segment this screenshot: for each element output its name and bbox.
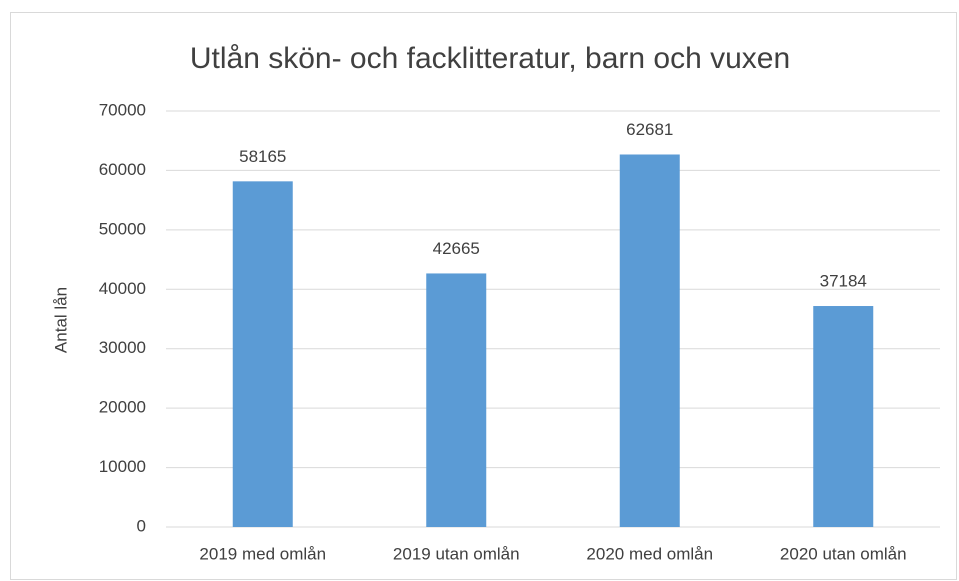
x-tick-label: 2019 med omlån [199,544,326,563]
bar [426,273,487,527]
bar [619,154,680,527]
bar [232,181,293,527]
data-label: 62681 [626,120,673,139]
x-tick-label: 2019 utan omlån [393,544,520,563]
y-tick-label: 20000 [99,398,146,417]
x-tick-label: 2020 utan omlån [780,544,907,563]
chart-title: Utlån skön- och facklitteratur, barn och… [190,42,790,75]
data-label: 37184 [820,272,867,291]
y-tick-label: 30000 [99,338,146,357]
y-tick-label: 10000 [99,457,146,476]
y-tick-label: 40000 [99,279,146,298]
data-label: 58165 [239,147,286,166]
x-tick-label: 2020 med omlån [586,544,713,563]
y-tick-label: 50000 [99,219,146,238]
bar [813,306,874,527]
y-axis-label: Antal lån [51,287,70,353]
y-tick-label: 0 [137,516,146,535]
data-label: 42665 [433,239,480,258]
y-tick-label: 70000 [99,100,146,119]
y-tick-label: 60000 [99,160,146,179]
